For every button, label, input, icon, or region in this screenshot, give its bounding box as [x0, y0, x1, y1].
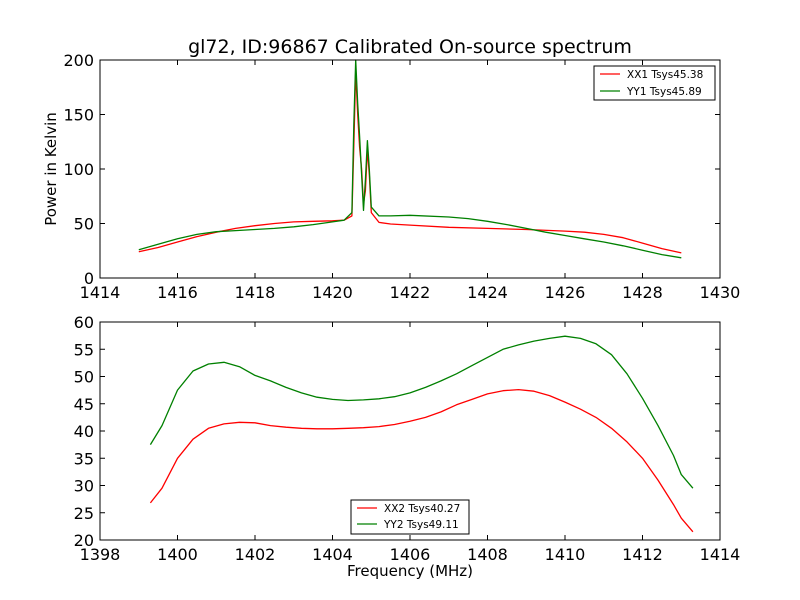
- y-tick-label: 60: [74, 313, 94, 332]
- y-tick-label: 0: [84, 269, 94, 288]
- x-tick-label: 1412: [622, 545, 663, 564]
- x-tick-label: 1426: [545, 283, 586, 302]
- x-tick-label: 1402: [235, 545, 276, 564]
- top-axis-ticks: 1414 1416 1418 1420 1422 1424 1426 1428 1430 0 50 1…: [63, 51, 740, 302]
- y-tick-label: 40: [74, 422, 94, 441]
- x-tick-label: 1414: [80, 283, 121, 302]
- y-tick-label: 100: [63, 160, 94, 179]
- x-tick-label: 1416: [157, 283, 198, 302]
- series-line-xx2: [149, 388, 694, 533]
- y-axis-label: Power in Kelvin: [42, 112, 60, 226]
- x-tick-label: 1422: [390, 283, 431, 302]
- y-tick-label: 20: [74, 531, 94, 550]
- x-axis-label: Frequency (MHz): [347, 562, 473, 580]
- legend-box: [350, 499, 470, 535]
- x-tick-label: 1430: [700, 283, 741, 302]
- x-tick-label: 1428: [622, 283, 663, 302]
- legend-label-yy1: YY1 Tsys45.89: [626, 86, 702, 98]
- x-tick-label: 1404: [312, 545, 353, 564]
- y-tick-label: 50: [74, 215, 94, 234]
- top-series-lines: [138, 59, 682, 259]
- plot-frame: [99, 321, 721, 541]
- y-tick-label: 200: [63, 51, 94, 70]
- legend-label-xx2: XX2 Tsys40.27: [384, 503, 460, 515]
- bottom-legend: XX2 Tsys40.27 YY2 Tsys49.11: [350, 499, 470, 535]
- x-tick-label: 1406: [390, 545, 431, 564]
- plot-frame: [99, 59, 721, 279]
- y-tick-label: 35: [74, 449, 94, 468]
- x-tick-label: 1400: [157, 545, 198, 564]
- x-tick-label: 1424: [467, 283, 508, 302]
- chart-title: gl72, ID:96867 Calibrated On-source spec…: [188, 36, 632, 58]
- top-legend: XX1 Tsys45.38 YY1 Tsys45.89: [593, 65, 716, 101]
- x-tick-label: 1418: [235, 283, 276, 302]
- legend-box: [593, 65, 716, 101]
- x-tick-label: 1408: [467, 545, 508, 564]
- x-tick-label: 1398: [80, 545, 121, 564]
- y-tick-label: 50: [74, 368, 94, 387]
- bottom-spectrum-panel: 1398 1400 1402 1404 1406 1408 1410 1412 1414 20 25…: [74, 313, 741, 580]
- x-tick-label: 1420: [312, 283, 353, 302]
- series-line-yy1: [138, 59, 682, 259]
- x-tick-label: 1410: [545, 545, 586, 564]
- y-tick-label: 30: [74, 477, 94, 496]
- series-line-yy2: [149, 335, 694, 489]
- legend-label-yy2: YY2 Tsys49.11: [383, 519, 459, 531]
- y-tick-label: 25: [74, 504, 94, 523]
- y-tick-label: 45: [74, 395, 94, 414]
- y-tick-label: 150: [63, 106, 94, 125]
- legend-label-xx1: XX1 Tsys45.38: [627, 69, 703, 81]
- top-spectrum-panel: gl72, ID:96867 Calibrated On-source spec…: [42, 36, 740, 302]
- bottom-series-lines: [149, 335, 694, 533]
- bottom-axis-ticks: 1398 1400 1402 1404 1406 1408 1410 1412 1414 20 25…: [74, 313, 741, 564]
- y-tick-label: 55: [74, 340, 94, 359]
- x-tick-label: 1414: [700, 545, 741, 564]
